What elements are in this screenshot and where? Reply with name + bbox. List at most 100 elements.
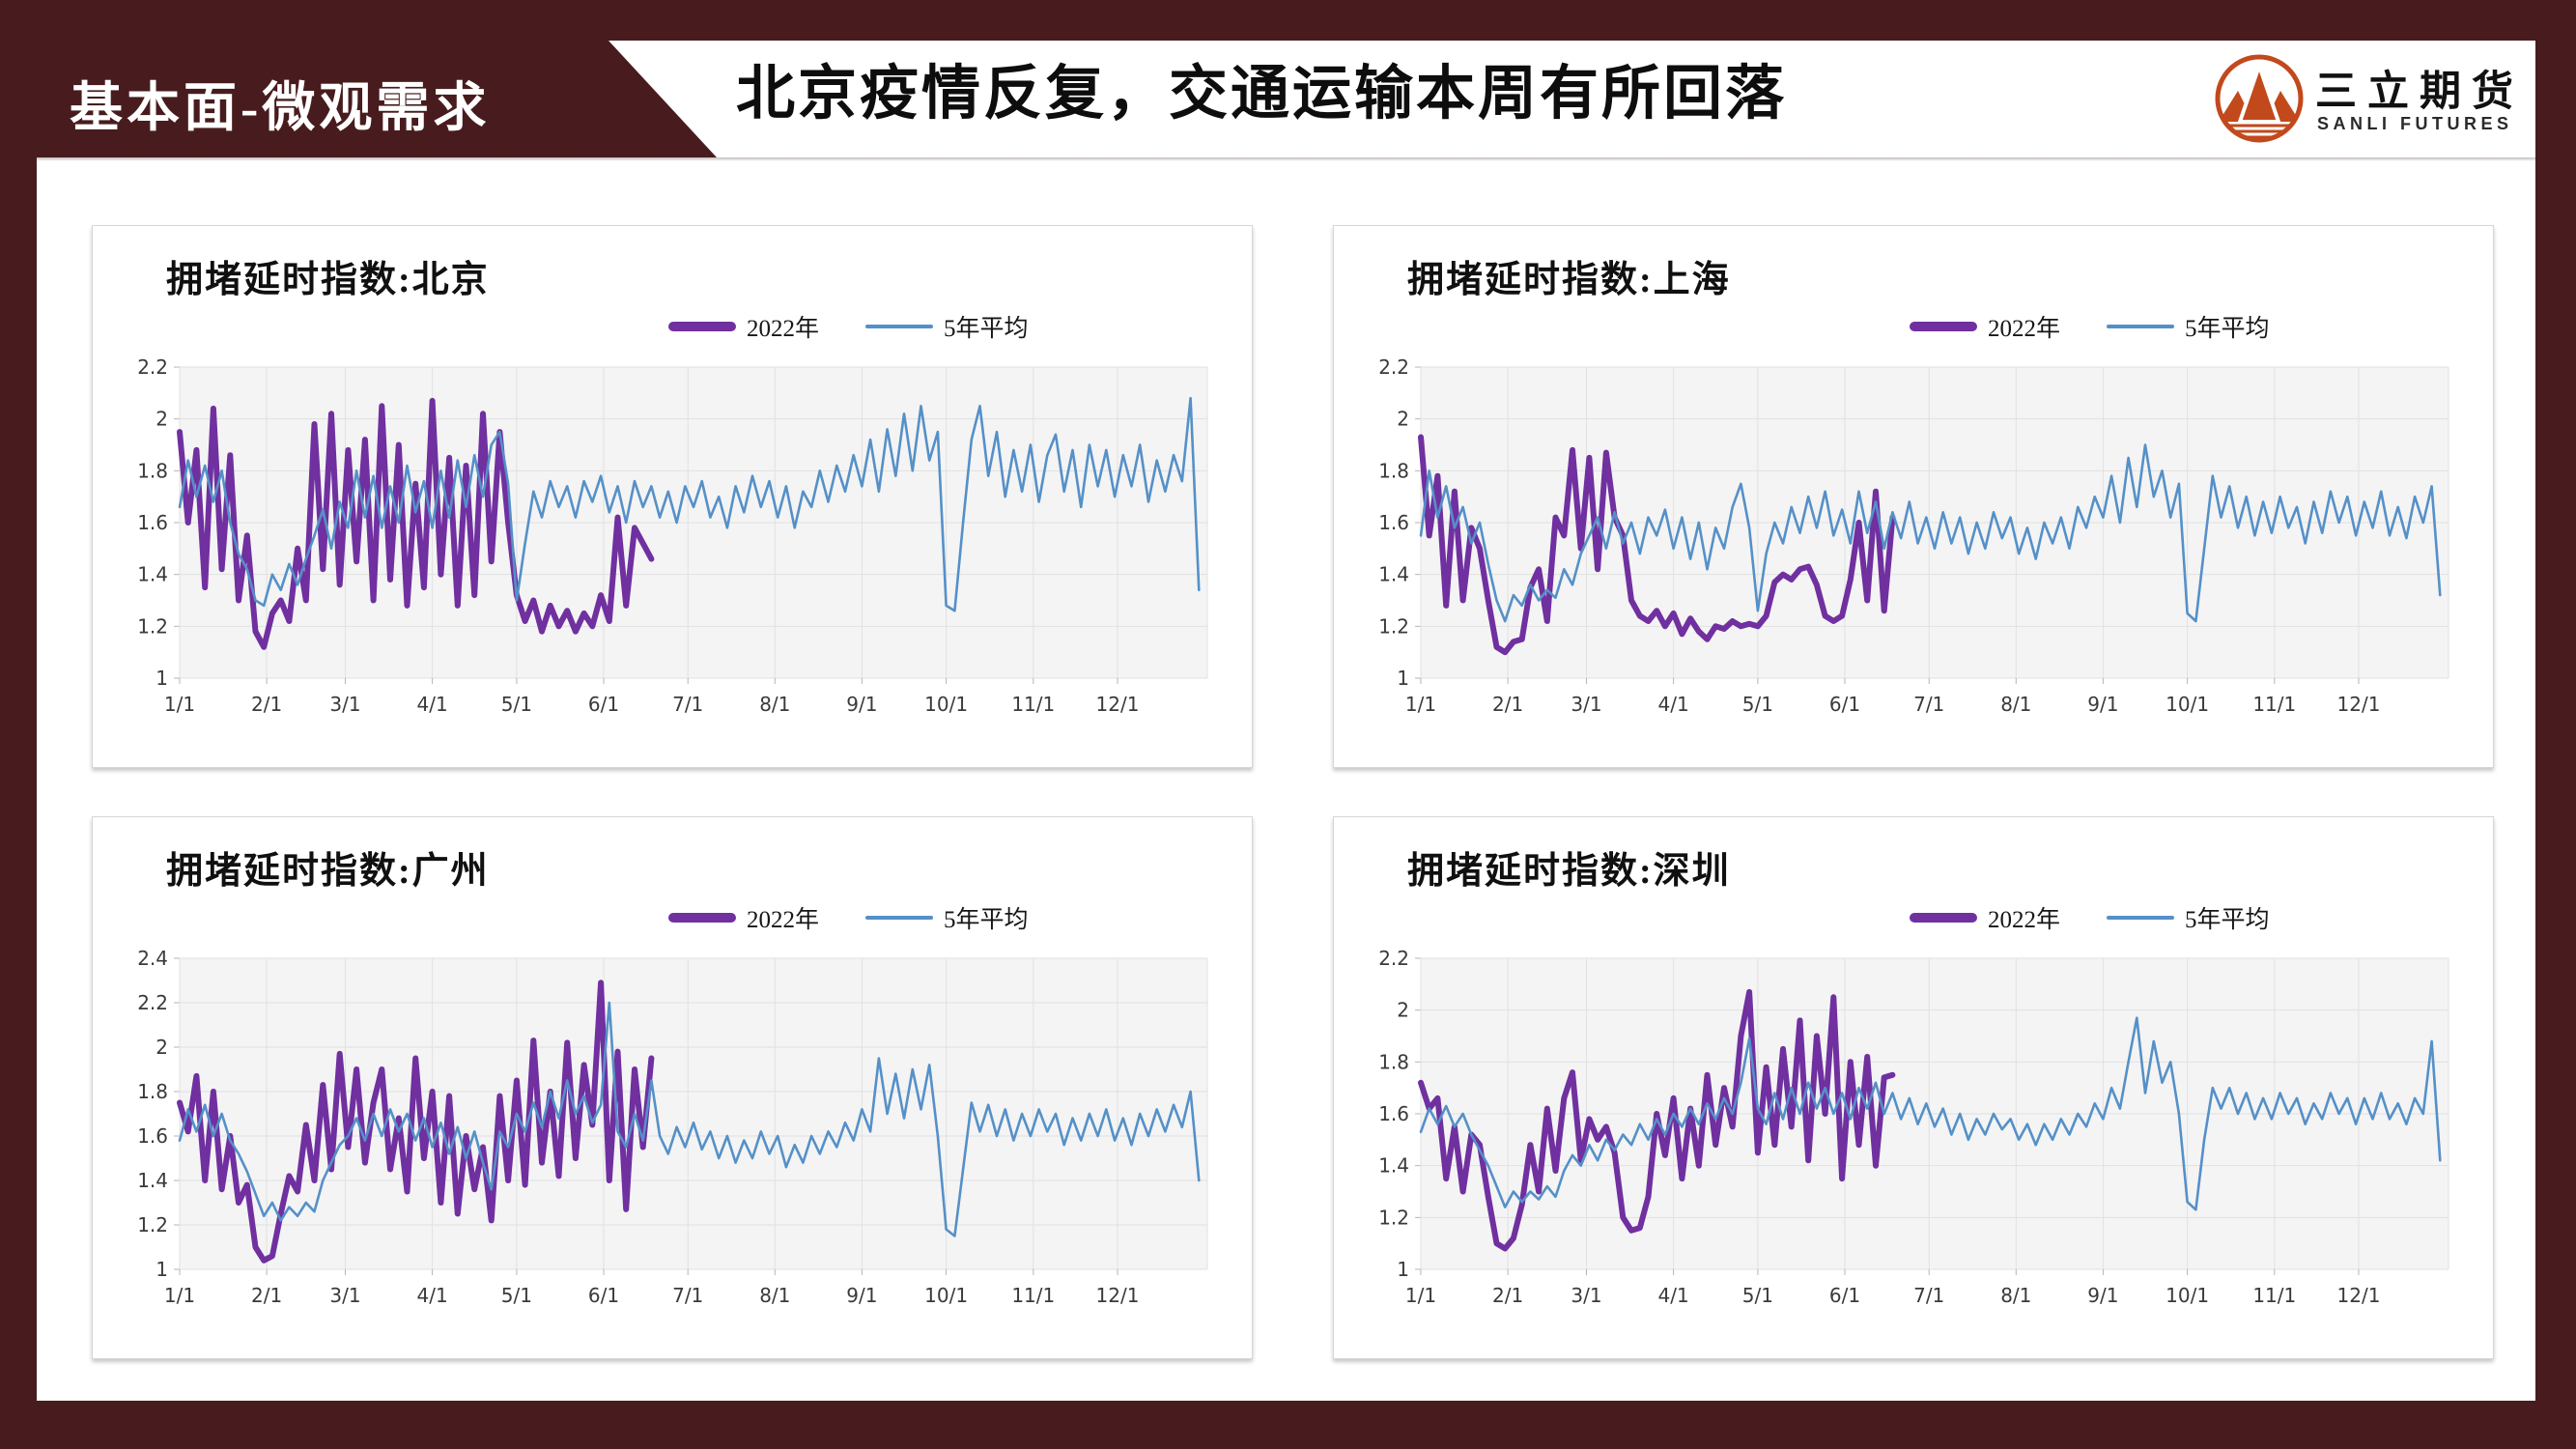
legend-swatch-5yr-average <box>2107 916 2175 920</box>
svg-text:11/1: 11/1 <box>2252 1284 2296 1307</box>
svg-text:2.2: 2.2 <box>137 991 168 1014</box>
legend-guangzhou: 2022年 5年平均 <box>668 900 1029 935</box>
svg-text:2.2: 2.2 <box>1378 947 1409 970</box>
chart-title-beijing: 拥堵延时指数:北京 <box>166 260 490 300</box>
svg-text:5/1: 5/1 <box>1742 693 1773 716</box>
chart-canvas-guangzhou: 1 1.2 1.4 1.6 1.8 2 2.2 2.4 1/1 2/1 3/1 4/1 5/1 6/1 7/… <box>118 947 1223 1341</box>
legend-label-2022: 2022年 <box>1988 907 2061 933</box>
legend-label-5yr-average: 5年平均 <box>944 316 1029 342</box>
svg-text:5/1: 5/1 <box>501 693 532 716</box>
chart-title-guangzhou: 拥堵延时指数:广州 <box>166 851 490 892</box>
legend-swatch-5yr-average <box>865 325 934 328</box>
svg-text:12/1: 12/1 <box>2337 693 2381 716</box>
svg-text:2: 2 <box>156 408 168 431</box>
legend-swatch-2022 <box>668 913 736 923</box>
svg-text:2.2: 2.2 <box>137 355 168 379</box>
svg-text:8/1: 8/1 <box>2000 1284 2031 1307</box>
svg-text:1.4: 1.4 <box>137 563 168 586</box>
svg-text:11/1: 11/1 <box>2252 693 2296 716</box>
legend-shenzhen: 2022年 5年平均 <box>1910 900 2270 935</box>
chart-canvas-shenzhen: 1 1.2 1.4 1.6 1.8 2 2.2 1/1 2/1 3/1 4/1 5/1 6/1 7/1 8/… <box>1359 947 2464 1341</box>
legend-item-5yr-average: 5年平均 <box>865 309 1029 344</box>
svg-text:1.6: 1.6 <box>137 511 168 534</box>
legend-item-2022: 2022年 <box>1910 309 2060 344</box>
legend-swatch-5yr-average <box>865 916 934 920</box>
svg-text:2/1: 2/1 <box>251 693 282 716</box>
svg-text:1.6: 1.6 <box>1378 511 1409 534</box>
chart-panel-guangzhou: 拥堵延时指数:广州 2022年 5年平均 1 1.2 1.4 1.6 1.8 2 2.2 2.… <box>92 816 1253 1359</box>
svg-text:10/1: 10/1 <box>2166 1284 2209 1307</box>
svg-text:2.4: 2.4 <box>137 947 168 970</box>
chart-canvas-beijing: 1 1.2 1.4 1.6 1.8 2 2.2 1/1 2/1 3/1 4/1 5/1 6/1 7/1 8/… <box>118 355 1223 750</box>
svg-text:8/1: 8/1 <box>2000 693 2031 716</box>
svg-text:1.6: 1.6 <box>137 1124 168 1148</box>
legend-swatch-2022 <box>1910 913 1977 923</box>
svg-text:3/1: 3/1 <box>329 693 360 716</box>
svg-text:10/1: 10/1 <box>924 1284 968 1307</box>
legend-swatch-2022 <box>1910 322 1977 331</box>
svg-text:12/1: 12/1 <box>2337 1284 2381 1307</box>
legend-label-5yr-average: 5年平均 <box>2185 316 2270 342</box>
svg-text:1/1: 1/1 <box>1405 693 1436 716</box>
svg-text:1.4: 1.4 <box>1378 1154 1409 1178</box>
chart-panel-shanghai: 拥堵延时指数:上海 2022年 5年平均 1 1.2 1.4 1.6 1.8 2 2.2 1/… <box>1333 225 2494 768</box>
svg-text:4/1: 4/1 <box>1658 1284 1689 1307</box>
legend-label-5yr-average: 5年平均 <box>944 907 1029 933</box>
svg-text:4/1: 4/1 <box>1658 693 1689 716</box>
svg-text:11/1: 11/1 <box>1011 693 1055 716</box>
svg-text:2/1: 2/1 <box>1492 693 1523 716</box>
legend-item-5yr-average: 5年平均 <box>2107 309 2270 344</box>
svg-text:7/1: 7/1 <box>672 693 703 716</box>
svg-text:4/1: 4/1 <box>417 1284 448 1307</box>
svg-text:10/1: 10/1 <box>924 693 968 716</box>
svg-text:1.8: 1.8 <box>1378 1050 1409 1073</box>
top-border-band <box>0 0 2576 41</box>
svg-text:1.8: 1.8 <box>137 459 168 482</box>
svg-text:2: 2 <box>156 1036 168 1059</box>
svg-text:2/1: 2/1 <box>1492 1284 1523 1307</box>
svg-text:1: 1 <box>1397 1258 1409 1281</box>
svg-text:2: 2 <box>1397 408 1409 431</box>
header-shadow <box>0 157 2535 161</box>
svg-text:9/1: 9/1 <box>846 1284 877 1307</box>
svg-text:2: 2 <box>1397 999 1409 1022</box>
legend-swatch-5yr-average <box>2107 325 2175 328</box>
svg-text:1: 1 <box>156 667 168 690</box>
svg-text:3/1: 3/1 <box>1571 1284 1601 1307</box>
svg-text:1.8: 1.8 <box>137 1080 168 1103</box>
svg-text:1/1: 1/1 <box>164 1284 195 1307</box>
svg-text:8/1: 8/1 <box>759 693 790 716</box>
svg-text:1: 1 <box>1397 667 1409 690</box>
svg-text:1.2: 1.2 <box>137 1213 168 1236</box>
legend-item-2022: 2022年 <box>1910 900 2060 935</box>
svg-text:1.4: 1.4 <box>1378 563 1409 586</box>
svg-text:5/1: 5/1 <box>1742 1284 1773 1307</box>
svg-text:1.2: 1.2 <box>137 614 168 638</box>
svg-text:3/1: 3/1 <box>1571 693 1601 716</box>
chart-title-shanghai: 拥堵延时指数:上海 <box>1407 260 1731 300</box>
svg-text:12/1: 12/1 <box>1096 1284 1140 1307</box>
legend-label-2022: 2022年 <box>747 316 820 342</box>
header-section-block <box>0 41 717 157</box>
page-title: 北京疫情反复，交通运输本周有所回落 <box>736 62 1788 127</box>
svg-text:6/1: 6/1 <box>588 1284 619 1307</box>
svg-text:7/1: 7/1 <box>672 1284 703 1307</box>
svg-text:6/1: 6/1 <box>1829 1284 1860 1307</box>
chart-panel-shenzhen: 拥堵延时指数:深圳 2022年 5年平均 1 1.2 1.4 1.6 1.8 2 2.2 1/… <box>1333 816 2494 1359</box>
svg-text:6/1: 6/1 <box>588 693 619 716</box>
svg-text:2/1: 2/1 <box>251 1284 282 1307</box>
svg-text:9/1: 9/1 <box>846 693 877 716</box>
svg-text:9/1: 9/1 <box>2087 693 2118 716</box>
legend-label-2022: 2022年 <box>1988 316 2061 342</box>
svg-text:5/1: 5/1 <box>501 1284 532 1307</box>
legend-shanghai: 2022年 5年平均 <box>1910 309 2270 344</box>
svg-text:12/1: 12/1 <box>1096 693 1140 716</box>
logo-name: 三立期货 <box>2315 70 2524 115</box>
legend-label-2022: 2022年 <box>747 907 820 933</box>
svg-text:8/1: 8/1 <box>759 1284 790 1307</box>
svg-text:2.2: 2.2 <box>1378 355 1409 379</box>
legend-label-5yr-average: 5年平均 <box>2185 907 2270 933</box>
chart-canvas-shanghai: 1 1.2 1.4 1.6 1.8 2 2.2 1/1 2/1 3/1 4/1 5/1 6/1 7/1 8/… <box>1359 355 2464 750</box>
svg-text:1/1: 1/1 <box>164 693 195 716</box>
